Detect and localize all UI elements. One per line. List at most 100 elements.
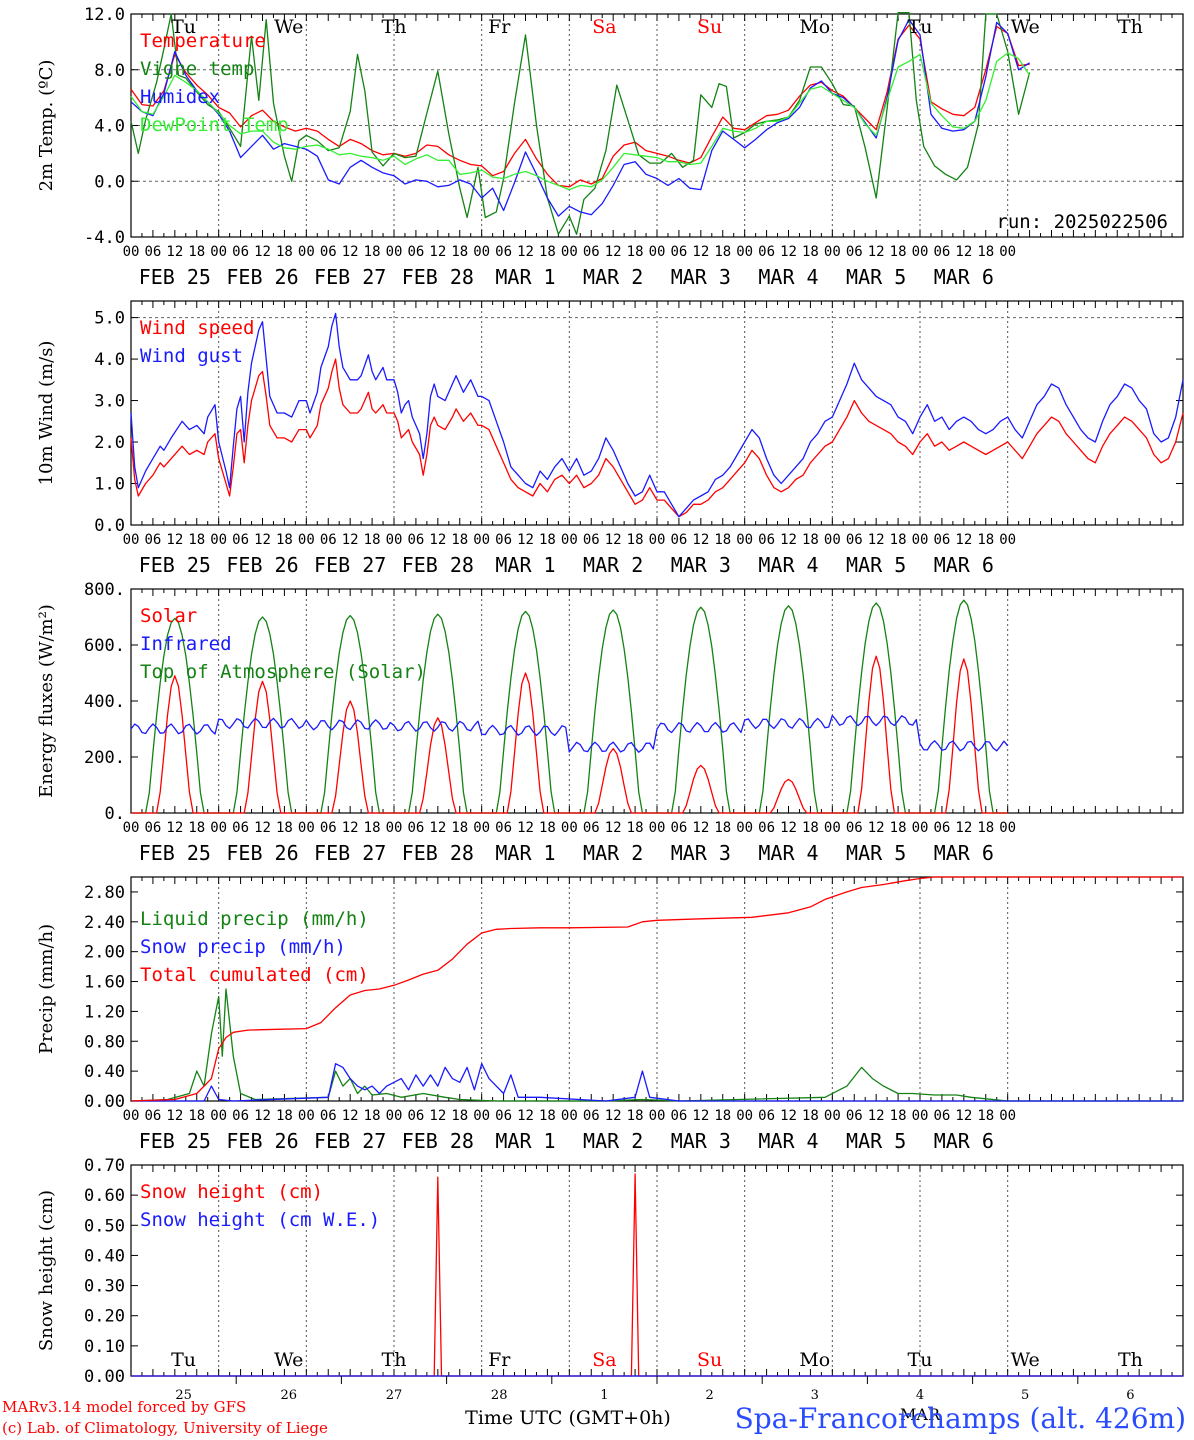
hour-tick-label: 00 <box>123 532 140 548</box>
date-label: MAR 4 <box>758 1129 818 1153</box>
hour-tick-label: 00 <box>736 532 753 548</box>
series-vigne-temp <box>130 11 1031 235</box>
hour-tick-label: 12 <box>605 1108 622 1124</box>
y-tick-label: 0. <box>105 804 125 824</box>
y-tick-label: 0.40 <box>84 1246 125 1266</box>
y-tick-label: 12.0 <box>84 5 125 25</box>
hour-tick-label: 18 <box>188 244 205 260</box>
date-label: FEB 27 <box>314 1129 386 1153</box>
hour-tick-label: 12 <box>780 532 797 548</box>
hour-tick-label: 12 <box>254 244 271 260</box>
hour-tick-label: 18 <box>890 820 907 836</box>
hour-tick-label: 06 <box>583 820 600 836</box>
y-tick-label: 600. <box>84 636 125 656</box>
hour-tick-label: 18 <box>364 532 381 548</box>
hour-tick-label: 00 <box>298 820 315 836</box>
hour-tick-label: 06 <box>933 820 950 836</box>
hour-tick-label: 12 <box>955 532 972 548</box>
hour-tick-label: 00 <box>649 820 666 836</box>
date-label: FEB 28 <box>402 265 474 289</box>
y-tick-label: 1.0 <box>94 475 125 495</box>
hour-tick-label: 06 <box>495 532 512 548</box>
panel-2 <box>130 300 1184 526</box>
day-number: 3 <box>811 1388 819 1403</box>
hour-tick-label: 12 <box>780 244 797 260</box>
date-label: MAR 3 <box>671 1129 731 1153</box>
hour-tick-label: 00 <box>386 244 403 260</box>
y-tick-label: 2.0 <box>94 433 125 453</box>
series-wind-speed <box>130 358 1184 518</box>
hour-tick-label: 18 <box>276 820 293 836</box>
hour-tick-label: 00 <box>824 244 841 260</box>
hour-tick-label: 00 <box>999 820 1016 836</box>
y-tick-label: 0.50 <box>84 1216 125 1236</box>
hour-tick-label: 00 <box>736 1108 753 1124</box>
hour-tick-label: 00 <box>210 532 227 548</box>
hour-tick-label: 06 <box>144 532 161 548</box>
hour-tick-label: 12 <box>955 244 972 260</box>
hour-tick-label: 18 <box>627 1108 644 1124</box>
day-number: 5 <box>1021 1388 1029 1403</box>
hour-tick-label: 18 <box>802 244 819 260</box>
y-axis-label: Precip (mm/h) <box>36 924 57 1054</box>
hour-tick-label: 12 <box>254 1108 271 1124</box>
hour-tick-label: 18 <box>714 1108 731 1124</box>
date-label: FEB 26 <box>226 553 298 577</box>
series-infrared <box>130 714 1009 753</box>
hour-tick-label: 06 <box>583 532 600 548</box>
day-number: 26 <box>281 1388 298 1403</box>
hour-tick-label: 12 <box>868 820 885 836</box>
date-label: MAR 5 <box>846 841 906 865</box>
hour-tick-label: 12 <box>517 532 534 548</box>
hour-tick-label: 18 <box>714 820 731 836</box>
hour-tick-label: 00 <box>473 1108 490 1124</box>
hour-tick-label: 18 <box>627 820 644 836</box>
weekday-label: Mo <box>799 1349 830 1371</box>
y-tick-label: 2.40 <box>84 913 125 933</box>
hour-tick-label: 12 <box>780 1108 797 1124</box>
date-label: FEB 26 <box>226 265 298 289</box>
hour-tick-label: 12 <box>342 532 359 548</box>
weekday-label: Sa <box>592 1349 616 1371</box>
hour-tick-label: 06 <box>670 820 687 836</box>
hour-tick-label: 18 <box>627 244 644 260</box>
hour-tick-label: 00 <box>649 532 666 548</box>
y-tick-label: 0.0 <box>94 516 125 536</box>
hour-tick-label: 12 <box>342 820 359 836</box>
y-tick-label: 400. <box>84 692 125 712</box>
date-label: MAR 5 <box>846 1129 906 1153</box>
y-tick-label: 3.0 <box>94 392 125 412</box>
hour-tick-label: 06 <box>144 820 161 836</box>
date-label: FEB 25 <box>139 553 211 577</box>
legend-entry: Solar <box>140 605 197 627</box>
hour-tick-label: 12 <box>166 1108 183 1124</box>
date-label: FEB 28 <box>402 553 474 577</box>
hour-tick-label: 12 <box>692 820 709 836</box>
hour-tick-label: 00 <box>912 1108 929 1124</box>
y-axis-label: 10m Wind (m/s) <box>36 341 57 486</box>
hour-tick-label: 18 <box>539 532 556 548</box>
y-tick-label: 1.60 <box>84 973 125 993</box>
series-solar <box>131 655 1008 814</box>
y-tick-label: 0.00 <box>84 1092 125 1112</box>
hour-tick-label: 18 <box>714 244 731 260</box>
hour-tick-label: 06 <box>846 532 863 548</box>
legend-entry: Humidex <box>140 86 220 108</box>
hour-tick-label: 18 <box>364 820 381 836</box>
hour-tick-label: 12 <box>166 244 183 260</box>
hour-tick-label: 06 <box>670 244 687 260</box>
weekday-label: Th <box>1118 1349 1143 1371</box>
series-dewpoint-temp <box>130 52 1031 191</box>
hour-tick-label: 00 <box>298 244 315 260</box>
hour-tick-label: 18 <box>890 532 907 548</box>
hour-tick-label: 12 <box>692 532 709 548</box>
hour-tick-label: 12 <box>605 820 622 836</box>
series-snow-precip-mm-h- <box>131 1063 1183 1102</box>
hour-tick-label: 18 <box>977 820 994 836</box>
date-label: MAR 2 <box>583 841 643 865</box>
legend-entry: Snow height (cm) <box>140 1181 323 1203</box>
hour-tick-label: 00 <box>824 820 841 836</box>
hour-tick-label: 00 <box>298 1108 315 1124</box>
date-label: MAR 5 <box>846 265 906 289</box>
legend-entry: Wind speed <box>140 317 254 339</box>
